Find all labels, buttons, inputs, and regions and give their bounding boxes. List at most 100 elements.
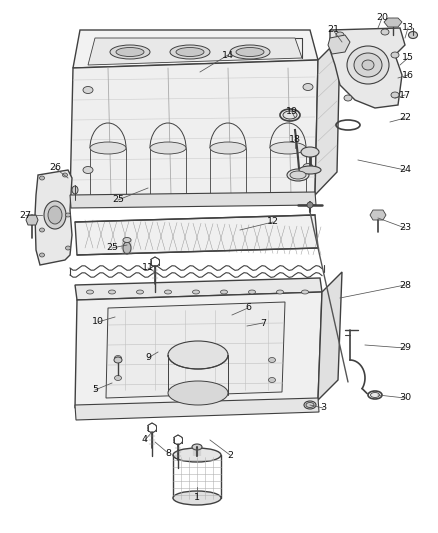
Ellipse shape	[391, 52, 399, 58]
Ellipse shape	[287, 169, 309, 181]
Ellipse shape	[210, 142, 246, 154]
Ellipse shape	[270, 142, 306, 154]
Text: 27: 27	[19, 211, 31, 220]
Ellipse shape	[28, 215, 35, 225]
Ellipse shape	[165, 290, 172, 294]
Ellipse shape	[114, 357, 122, 363]
Polygon shape	[35, 170, 72, 265]
Ellipse shape	[39, 176, 45, 180]
Ellipse shape	[114, 356, 121, 360]
Ellipse shape	[381, 29, 389, 35]
Text: 25: 25	[106, 244, 118, 253]
Ellipse shape	[301, 147, 319, 157]
Text: 6: 6	[245, 303, 251, 312]
Text: 4: 4	[142, 435, 148, 445]
Ellipse shape	[301, 290, 308, 294]
Polygon shape	[75, 215, 318, 255]
Ellipse shape	[170, 45, 210, 59]
Polygon shape	[88, 38, 302, 65]
Ellipse shape	[48, 206, 62, 224]
Text: 15: 15	[402, 53, 414, 62]
Polygon shape	[384, 18, 402, 27]
Ellipse shape	[90, 142, 126, 154]
Ellipse shape	[39, 228, 45, 232]
Ellipse shape	[123, 242, 131, 254]
Ellipse shape	[63, 173, 67, 177]
Ellipse shape	[276, 290, 283, 294]
Ellipse shape	[168, 341, 228, 369]
Ellipse shape	[39, 253, 45, 257]
Ellipse shape	[304, 401, 316, 409]
Ellipse shape	[86, 290, 93, 294]
Text: 29: 29	[399, 343, 411, 352]
Text: 14: 14	[222, 51, 234, 60]
Text: 3: 3	[320, 403, 326, 413]
Polygon shape	[70, 192, 316, 208]
Polygon shape	[318, 272, 342, 400]
Ellipse shape	[173, 491, 221, 505]
Text: 9: 9	[145, 353, 151, 362]
Ellipse shape	[391, 92, 399, 98]
Polygon shape	[75, 292, 322, 408]
Text: 11: 11	[142, 263, 154, 272]
Ellipse shape	[44, 201, 66, 229]
Ellipse shape	[388, 19, 398, 26]
Ellipse shape	[268, 358, 276, 362]
Text: 17: 17	[399, 91, 411, 100]
Ellipse shape	[72, 186, 78, 194]
Polygon shape	[330, 28, 405, 108]
Text: 16: 16	[402, 70, 414, 79]
Ellipse shape	[336, 32, 344, 38]
Polygon shape	[73, 30, 318, 68]
Ellipse shape	[114, 376, 121, 381]
Ellipse shape	[354, 53, 382, 77]
Text: 21: 21	[327, 26, 339, 35]
Text: 7: 7	[260, 319, 266, 327]
Ellipse shape	[192, 444, 202, 450]
Polygon shape	[75, 398, 319, 420]
Polygon shape	[328, 35, 350, 54]
Ellipse shape	[371, 392, 379, 398]
Text: 22: 22	[399, 114, 411, 123]
Ellipse shape	[248, 290, 255, 294]
Ellipse shape	[268, 377, 276, 383]
Text: 5: 5	[92, 385, 98, 394]
Ellipse shape	[307, 202, 313, 208]
Ellipse shape	[123, 238, 131, 243]
Ellipse shape	[116, 47, 144, 56]
Text: 8: 8	[165, 448, 171, 457]
Ellipse shape	[83, 86, 93, 93]
Polygon shape	[75, 278, 322, 300]
Text: 24: 24	[399, 166, 411, 174]
Ellipse shape	[110, 45, 150, 59]
Polygon shape	[70, 60, 318, 200]
Text: 30: 30	[399, 393, 411, 402]
Text: 12: 12	[267, 217, 279, 227]
Polygon shape	[370, 210, 386, 220]
Ellipse shape	[192, 290, 199, 294]
Ellipse shape	[173, 448, 221, 462]
Text: 28: 28	[399, 280, 411, 289]
Ellipse shape	[150, 142, 186, 154]
Text: 10: 10	[92, 318, 104, 327]
Text: 25: 25	[112, 196, 124, 205]
Ellipse shape	[66, 213, 71, 217]
Polygon shape	[26, 215, 38, 225]
Ellipse shape	[230, 45, 270, 59]
Text: 23: 23	[399, 223, 411, 232]
Ellipse shape	[220, 290, 227, 294]
Text: 19: 19	[286, 108, 298, 117]
Ellipse shape	[347, 46, 389, 84]
Ellipse shape	[373, 211, 383, 219]
Ellipse shape	[283, 111, 297, 119]
Polygon shape	[106, 302, 285, 398]
Text: 20: 20	[376, 13, 388, 22]
Text: 2: 2	[227, 450, 233, 459]
Ellipse shape	[290, 171, 306, 179]
Ellipse shape	[344, 95, 352, 101]
Text: 18: 18	[289, 135, 301, 144]
Ellipse shape	[176, 47, 204, 56]
Ellipse shape	[83, 166, 93, 174]
Ellipse shape	[299, 166, 321, 174]
Text: 13: 13	[402, 23, 414, 33]
